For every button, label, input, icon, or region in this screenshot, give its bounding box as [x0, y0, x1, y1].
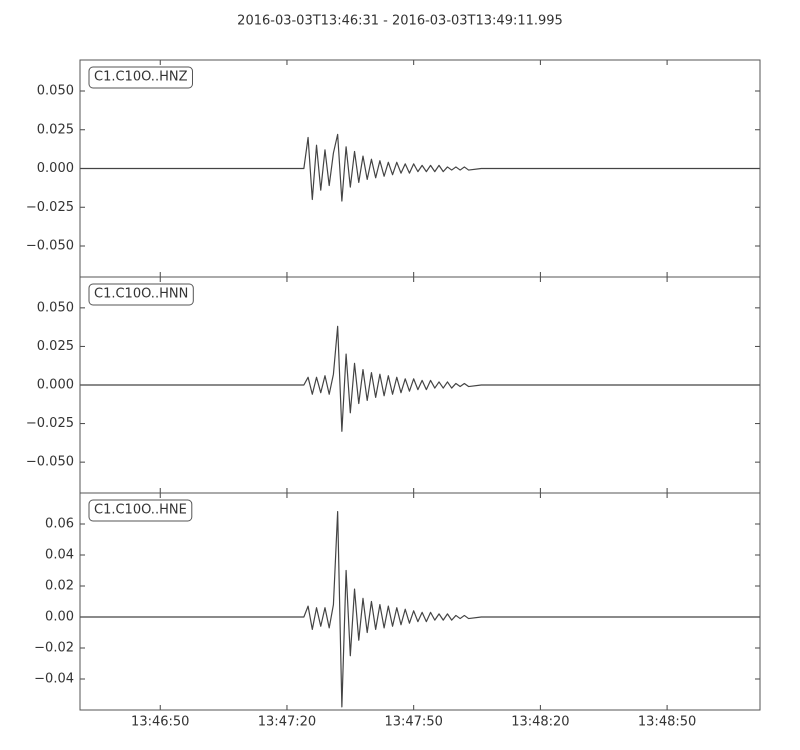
y-tick-label: 0.050 — [37, 300, 74, 315]
x-tick-label: 13:47:20 — [258, 715, 316, 730]
y-tick-label: 0.02 — [45, 579, 74, 594]
y-tick-label: −0.050 — [26, 239, 74, 254]
y-tick-label: 0.04 — [45, 548, 74, 563]
trace-label-box — [88, 283, 194, 306]
waveform — [80, 325, 761, 432]
waveform — [80, 133, 761, 202]
y-tick-label: −0.025 — [26, 200, 74, 215]
chart-title: 2016-03-03T13:46:31 - 2016-03-03T13:49:1… — [237, 14, 563, 29]
panel-frame — [79, 492, 761, 711]
x-tick-label: 13:46:50 — [131, 715, 189, 730]
y-tick-label: 0.000 — [37, 161, 74, 176]
y-tick-label: 0.050 — [37, 84, 74, 99]
trace-label: C1.C10O..HNZ — [94, 70, 188, 85]
y-tick-label: −0.02 — [34, 641, 74, 656]
y-tick-label: 0.00 — [45, 610, 74, 625]
y-tick-label: 0.025 — [37, 122, 74, 137]
trace-label: C1.C10O..HNE — [94, 503, 187, 518]
x-tick-label: 13:47:50 — [384, 715, 442, 730]
trace-label-box — [88, 499, 193, 522]
y-tick-label: 0.000 — [37, 378, 74, 393]
trace-label: C1.C10O..HNN — [94, 287, 188, 302]
y-tick-label: −0.050 — [26, 455, 74, 470]
trace-label-box — [88, 66, 193, 89]
x-tick-label: 13:48:20 — [511, 715, 569, 730]
x-tick-label: 13:48:50 — [638, 715, 696, 730]
y-tick-label: −0.025 — [26, 416, 74, 431]
y-tick-label: 0.06 — [45, 517, 74, 532]
waveform — [80, 511, 761, 708]
y-tick-label: 0.025 — [37, 339, 74, 354]
y-tick-label: −0.04 — [34, 672, 74, 687]
